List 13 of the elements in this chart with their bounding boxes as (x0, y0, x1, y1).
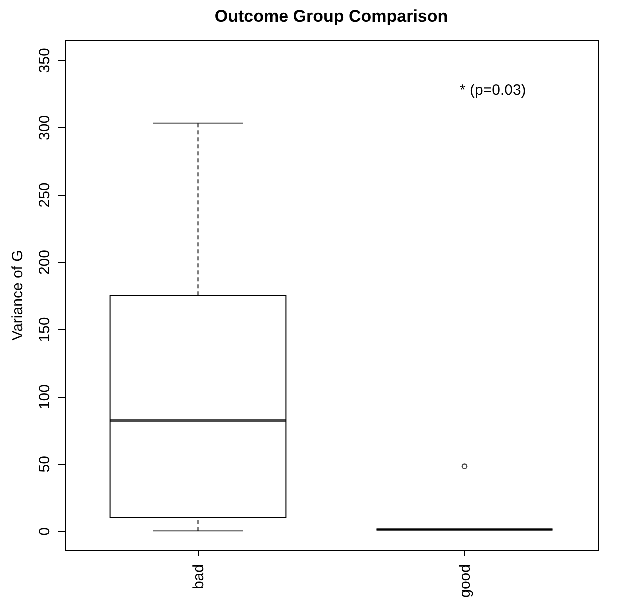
y-tick-label: 0 (36, 527, 54, 536)
annotation: * (p=0.03) (460, 82, 526, 99)
y-tick-label: 200 (36, 250, 54, 276)
chart-title: Outcome Group Comparison (214, 7, 448, 26)
x-tick-label: bad (190, 564, 208, 590)
y-tick-label: 300 (36, 115, 54, 140)
y-axis-title: Variance of G (10, 250, 26, 341)
y-tick-label: 150 (36, 317, 54, 342)
y-tick-label: 250 (36, 182, 54, 208)
x-tick-label: good (456, 564, 474, 598)
y-tick-label: 100 (36, 384, 54, 410)
y-tick-label: 350 (36, 48, 54, 74)
y-tick-label: 50 (36, 456, 54, 473)
